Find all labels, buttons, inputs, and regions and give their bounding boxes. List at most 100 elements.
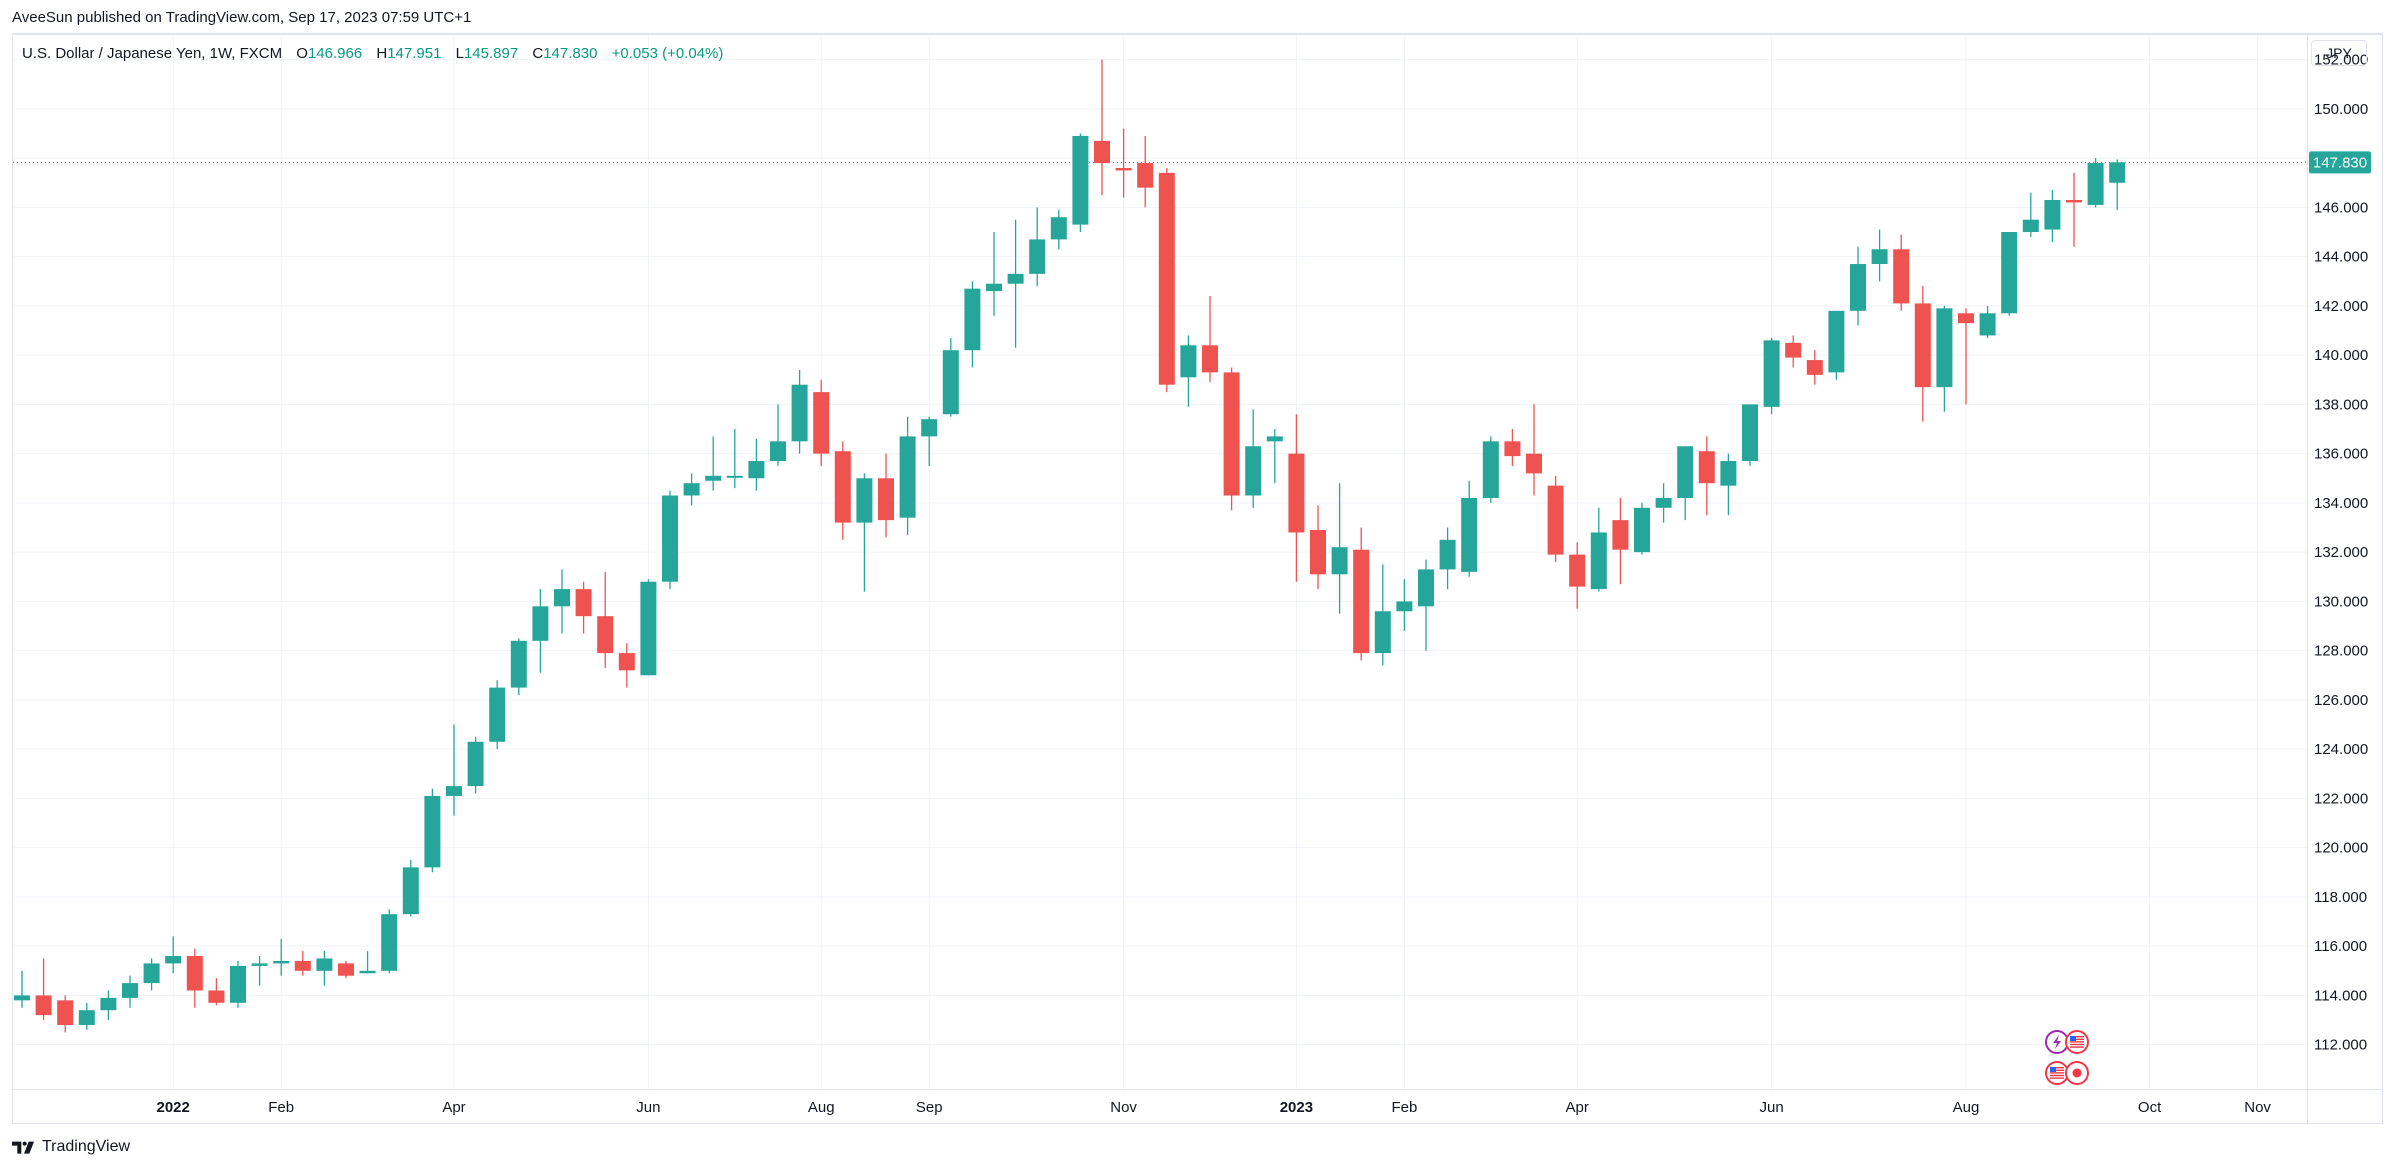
us-flag-event-icon[interactable] xyxy=(2065,1030,2089,1054)
us-flag-event-icon[interactable] xyxy=(2045,1061,2069,1085)
candle-body xyxy=(1482,441,1499,498)
candle-body xyxy=(165,956,182,964)
candle-body xyxy=(359,970,376,974)
candle-body xyxy=(1374,611,1391,654)
symbol-legend: U.S. Dollar / Japanese Yen, 1W, FXCM O14… xyxy=(22,45,723,62)
x-tick-label: Aug xyxy=(808,1099,835,1116)
currency-button[interactable]: JPY xyxy=(2311,40,2367,66)
y-tick-label: 116.000 xyxy=(2314,938,2367,955)
candle-body xyxy=(122,983,138,998)
x-tick-label: Aug xyxy=(1953,1099,1980,1116)
candle-body xyxy=(1180,345,1197,378)
candle-body xyxy=(1331,547,1348,575)
candle-body xyxy=(1720,461,1737,486)
candle-body xyxy=(1914,303,1931,388)
last-price-label: 147.830 xyxy=(2313,154,2367,171)
candle-body xyxy=(1137,163,1154,188)
candle-body xyxy=(705,475,722,481)
candle-body xyxy=(921,419,938,437)
candle-body xyxy=(402,867,419,915)
candle-body xyxy=(2066,199,2082,203)
candle-body xyxy=(878,478,894,521)
last-price-tag xyxy=(2309,151,2371,174)
x-tick-label: Nov xyxy=(2244,1099,2271,1116)
close-value: 147.830 xyxy=(543,45,598,62)
candle-body xyxy=(2001,232,2018,314)
lightning-event-icon[interactable] xyxy=(2045,1030,2069,1054)
candle-body xyxy=(1396,601,1413,612)
tradingview-logo-icon xyxy=(12,1141,34,1154)
candle-body xyxy=(618,653,635,671)
candle-body xyxy=(1353,549,1370,654)
open-value: 146.966 xyxy=(307,45,363,62)
y-tick-label: 112.000 xyxy=(2314,1037,2367,1054)
y-tick-label: 130.000 xyxy=(2314,593,2368,610)
candle-body xyxy=(1461,497,1478,572)
candle-body xyxy=(791,384,808,442)
candle-body xyxy=(251,963,268,966)
open-label: O xyxy=(296,45,308,62)
candle-body xyxy=(1158,172,1175,385)
low-value: 145.897 xyxy=(463,45,519,62)
candle-body xyxy=(1115,167,1132,171)
y-tick-label: 150.000 xyxy=(2314,101,2368,118)
candle-body xyxy=(100,997,117,1011)
candle-body xyxy=(899,436,916,518)
y-tick-label: 120.000 xyxy=(2314,840,2368,857)
candle-body xyxy=(2087,163,2104,205)
candle-body xyxy=(942,350,959,415)
candle-body xyxy=(14,995,30,1001)
candle-body xyxy=(1310,529,1326,575)
candle-body xyxy=(1893,249,1910,304)
x-tick-label: Feb xyxy=(268,1099,294,1116)
y-tick-label: 146.000 xyxy=(2314,199,2368,216)
candle-body xyxy=(597,616,614,654)
candle-body xyxy=(1050,217,1067,240)
candle-body xyxy=(1094,140,1110,164)
candle-body xyxy=(1634,507,1650,553)
candle-body xyxy=(35,995,52,1016)
record-event-icon[interactable] xyxy=(2065,1061,2089,1085)
candle-body xyxy=(230,965,246,1003)
y-tick-label: 136.000 xyxy=(2314,446,2368,463)
candle-body xyxy=(1742,404,1758,462)
candle-body xyxy=(338,963,354,976)
candle-body xyxy=(1698,451,1715,484)
candle-body xyxy=(986,283,1002,292)
candle-body xyxy=(1612,520,1629,550)
x-tick-label: Apr xyxy=(442,1099,465,1116)
candle-body xyxy=(1245,446,1262,496)
candle-body xyxy=(726,475,743,478)
candle-body xyxy=(1266,436,1283,442)
y-tick-label: 128.000 xyxy=(2314,643,2368,660)
candle-body xyxy=(489,687,506,742)
top-divider xyxy=(12,33,2383,34)
candle-body xyxy=(381,914,398,971)
candle-body xyxy=(1547,485,1564,555)
x-tick-label: Jun xyxy=(1760,1099,1784,1116)
footer: TradingView xyxy=(12,1136,130,1158)
candle-body xyxy=(2109,162,2126,183)
candle-body xyxy=(446,786,462,796)
high-label: H xyxy=(376,45,388,62)
y-tick-label: 126.000 xyxy=(2314,692,2368,709)
y-tick-label: 118.000 xyxy=(2314,889,2367,906)
candle-body xyxy=(273,960,290,964)
x-tick-label: Nov xyxy=(1110,1099,1137,1116)
candle-body xyxy=(1785,342,1802,358)
candle-body xyxy=(294,960,311,971)
candle-body xyxy=(554,589,570,607)
candle-body xyxy=(1526,453,1542,474)
x-tick-label: Jun xyxy=(636,1099,660,1116)
candle-body xyxy=(2044,199,2061,230)
footer-brand: TradingView xyxy=(42,1138,131,1155)
symbol-title: U.S. Dollar / Japanese Yen, 1W, FXCM xyxy=(22,45,283,62)
candle-body xyxy=(770,441,786,462)
candle-body xyxy=(1979,313,1996,336)
candle-body xyxy=(662,495,678,582)
x-tick-label: Feb xyxy=(1391,1099,1417,1116)
x-tick-label: 2022 xyxy=(157,1099,190,1116)
x-tick-label: 2023 xyxy=(1280,1099,1313,1116)
candle-body xyxy=(2022,219,2039,233)
